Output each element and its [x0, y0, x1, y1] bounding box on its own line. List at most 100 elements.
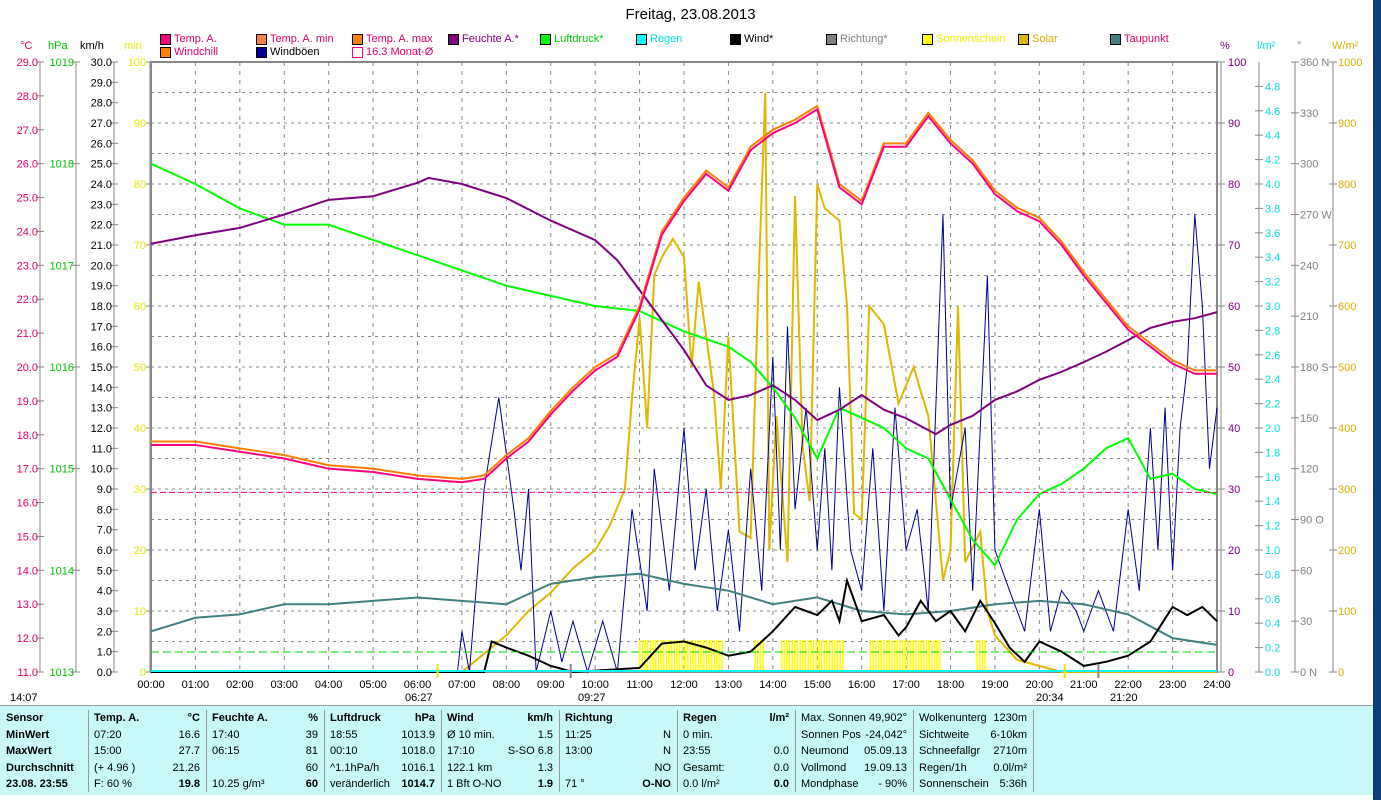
unit-label-kmh: km/h — [80, 40, 104, 52]
x-tick-label: 16:00 — [848, 679, 876, 691]
axis-tick-label: 3.6 — [1265, 228, 1280, 240]
stat-value: N — [663, 728, 671, 741]
stat-value: 1230m — [993, 712, 1027, 724]
legend-item: Richtung* — [826, 33, 888, 45]
stat-value: 11:25 — [565, 728, 592, 741]
stat-value: 23:55 — [683, 745, 711, 757]
axis-tick-label: 0.2 — [1265, 643, 1280, 655]
stat-value: O-NO — [642, 778, 671, 790]
axis-tick-label: 1014 — [50, 565, 74, 577]
axis-tick-label: 2.4 — [1265, 374, 1280, 386]
axis-tick-label: 19.0 — [17, 396, 38, 408]
stat-value: Wolkenunterg — [919, 712, 987, 724]
axis-tick-label: 270 W — [1300, 210, 1332, 222]
legend-swatch — [352, 33, 363, 45]
x-tick-label: 13:00 — [715, 679, 743, 691]
axis-tick-label: 30 — [134, 484, 146, 496]
moonrise-time: 14:07 — [10, 692, 38, 704]
axis-tick-label: 120 — [1300, 464, 1318, 476]
column-header: Wind — [447, 712, 474, 724]
stats-column-temp: Temp. A. °C 07:20 16.6 15:00 27.7 (+ 4.96 ) 21.… — [88, 710, 207, 792]
axis-tick-label: 360 N — [1300, 57, 1329, 69]
stats-column-rain: Regen l/m² 0 min. 23:55 0.0 Gesamt: 0.0 0.0 l/m… — [677, 710, 796, 792]
axis-tick-label: 0.8 — [1265, 569, 1280, 581]
axis-tick-label: 11.0 — [91, 443, 112, 455]
axis-tick-label: 17.0 — [17, 464, 38, 476]
legend-swatch — [352, 46, 363, 58]
window-edge — [1373, 0, 1381, 800]
x-tick-label: 02:00 — [226, 679, 254, 691]
stat-value: F: 60 % — [94, 778, 132, 790]
stat-value: Sonnenschein — [919, 778, 989, 790]
axis-tick-label: 29.0 — [91, 77, 112, 89]
axis-tick-label: 23.0 — [91, 199, 112, 211]
axis-tick-label: 90 — [134, 118, 146, 130]
x-tick-label: 22:00 — [1114, 679, 1142, 691]
legend-label: Luftdruck* — [554, 33, 604, 45]
row-label: MaxWert — [6, 745, 52, 757]
axis-tick-label: 12.0 — [17, 633, 38, 645]
stat-value: 1013.9 — [401, 728, 435, 741]
legend-item: Sonnenschein — [922, 33, 1006, 45]
axis-tick-label: 90 O — [1300, 515, 1324, 527]
stat-value: 0.0 — [773, 745, 789, 757]
legend-item: Regen — [636, 33, 682, 45]
axis-tick-label: 900 — [1338, 118, 1356, 130]
stat-value: Schneefallgr — [919, 745, 981, 757]
stat-value: 05.09.13 — [864, 745, 907, 757]
series-solar — [151, 92, 1217, 673]
x-tick-label: 15:00 — [803, 679, 831, 691]
stat-value: veränderlich — [330, 778, 390, 790]
axis-tick-label: 1018 — [50, 159, 74, 171]
x-tick-label: 11:00 — [626, 679, 653, 691]
legend-label: Windböen — [270, 46, 320, 58]
axis-tick-label: 5.0 — [97, 565, 112, 577]
axis-tick-label: 17.0 — [91, 321, 112, 333]
stat-value: 19.09.13 — [864, 761, 907, 774]
stat-value: 1016.1 — [401, 761, 435, 774]
legend-item: Taupunkt — [1110, 33, 1169, 45]
column-unit: hPa — [414, 712, 435, 724]
axis-tick-label: 9.0 — [97, 484, 112, 496]
stat-value: 39 — [305, 728, 318, 741]
axis-tick-label: 28.0 — [91, 98, 112, 110]
stat-value: 17:40 — [212, 728, 240, 741]
stat-value: 0.0 — [773, 778, 789, 790]
axis-tick-label: 19.0 — [91, 281, 112, 293]
x-tick-label: 04:00 — [315, 679, 343, 691]
stat-value: 49,902° — [868, 712, 907, 724]
stat-value: 00:10 — [330, 745, 358, 757]
axis-tick-label: 1016 — [50, 362, 74, 374]
legend-label: Solar — [1032, 33, 1058, 45]
x-tick-label: 19:00 — [981, 679, 1009, 691]
stat-value: 0.0 — [773, 761, 789, 774]
axis-tick-label: 0 — [1228, 667, 1234, 679]
column-header: Sensor — [6, 712, 44, 724]
axis-tick-label: 4.6 — [1265, 106, 1280, 118]
column-header: Richtung — [565, 712, 613, 724]
axis-tick-label: 70 — [134, 240, 146, 252]
axis-tick-label: 700 — [1338, 240, 1356, 252]
axis-tick-label: 15.0 — [91, 362, 112, 374]
axis-tick-label: 20 — [1228, 545, 1240, 557]
axis-tick-label: 14.0 — [91, 382, 112, 394]
x-tick-label: 08:00 — [493, 679, 521, 691]
axis-tick-label: 20.0 — [17, 362, 38, 374]
moonset-time: 21:20 — [1110, 692, 1138, 704]
axis-tick-label: 8.0 — [97, 504, 112, 516]
stat-value: 19.8 — [178, 778, 200, 790]
axis-tick-label: 1.4 — [1265, 496, 1280, 508]
axis-tick-label: 11.0 — [17, 667, 38, 679]
legend-swatch — [448, 33, 459, 45]
unit-label-deg: ° — [1297, 40, 1302, 52]
column-header: Feuchte A. — [212, 712, 268, 724]
stat-value: 0.0 l/m² — [683, 778, 720, 790]
stat-value: 71 ° — [565, 778, 585, 790]
x-tick-label: 17:00 — [892, 679, 920, 691]
stat-value: 18:55 — [330, 728, 358, 741]
column-header: Luftdruck — [330, 712, 381, 724]
stat-value: 5:36h — [999, 778, 1027, 790]
axis-tick-label: 0.6 — [1265, 594, 1280, 606]
unit-label-c: °C — [20, 40, 33, 52]
stat-value: 1.9 — [537, 778, 553, 790]
